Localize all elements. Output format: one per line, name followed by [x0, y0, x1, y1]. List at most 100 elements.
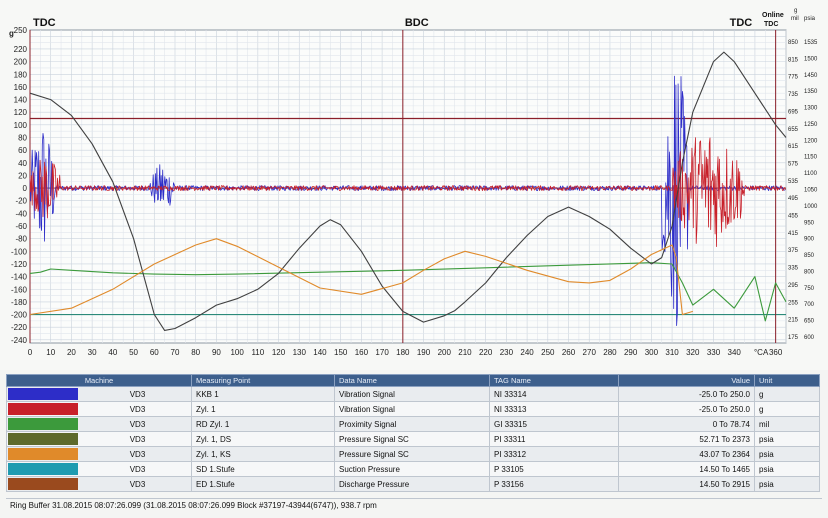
- right-axis-tick-label: 415: [788, 231, 799, 237]
- unit-cell: mil: [754, 416, 820, 432]
- x-tick-label: 330: [707, 348, 721, 357]
- right-axis-tick-label: 600: [804, 335, 815, 341]
- x-tick-label: 180: [396, 348, 410, 357]
- machine-cell: VD3: [6, 386, 192, 402]
- tag-name-cell: NI 33314: [489, 386, 619, 402]
- y-tick-label: 180: [14, 70, 28, 79]
- x-tick-label: 290: [624, 348, 638, 357]
- x-tick-label: 340: [728, 348, 742, 357]
- legend-row[interactable]: VD3 Zyl. 1, KS Pressure Signal SC PI 33312 4…: [6, 446, 820, 462]
- right-axis-tick-label: 1250: [804, 122, 818, 128]
- right-axis-tick-label: 850: [804, 253, 815, 259]
- legend-row[interactable]: VD3 Zyl. 1, DS Pressure Signal SC PI 33311 5…: [6, 431, 820, 447]
- right-axis-tick-label: 1000: [804, 204, 818, 210]
- y-tick-label: 0: [23, 184, 28, 193]
- machine-label: VD3: [129, 464, 146, 474]
- machine-cell: VD3: [6, 431, 192, 447]
- x-tick-label: 240: [520, 348, 534, 357]
- tag-name-cell: GI 33315: [489, 416, 619, 432]
- x-tick-label: 220: [479, 348, 493, 357]
- right-axis-tick-label: 1200: [804, 138, 818, 144]
- online-tdc-label: TDC: [764, 21, 778, 28]
- marker-label: TDC: [33, 17, 56, 29]
- y-tick-label: 140: [14, 96, 28, 105]
- y-tick-label: -220: [11, 323, 28, 332]
- y-tick-label: 80: [18, 133, 27, 142]
- right-axis-tick-label: 700: [804, 302, 815, 308]
- right-axis-tick-label: 695: [788, 109, 799, 115]
- series-line: [29, 137, 786, 248]
- right-axis-tick-label: 1100: [804, 171, 818, 177]
- right-axis-tick-label: 615: [788, 144, 799, 150]
- marker-label: BDC: [405, 17, 429, 29]
- right-axis-unit-mil: mil: [791, 16, 799, 22]
- y-tick-label: 20: [18, 171, 27, 180]
- measuring-point-cell: RD Zyl. 1: [191, 416, 335, 432]
- y-tick-label: 220: [14, 45, 28, 54]
- x-tick-label: 0: [28, 348, 33, 357]
- unit-cell: psia: [754, 446, 820, 462]
- x-tick-label: 90: [212, 348, 221, 357]
- y-tick-label: 40: [18, 159, 27, 168]
- x-tick-label: 230: [500, 348, 514, 357]
- x-tick-label: 140: [313, 348, 327, 357]
- y-tick-label: 160: [14, 83, 28, 92]
- x-tick-label: 20: [67, 348, 76, 357]
- machine-label: VD3: [129, 449, 146, 459]
- col-header-unit: Unit: [754, 374, 820, 387]
- series-line: [29, 75, 786, 327]
- right-axis-unit-psia: psia: [804, 16, 816, 22]
- y-tick-label: -200: [11, 311, 28, 320]
- right-axis-tick-label: 1450: [804, 73, 818, 79]
- right-axis-tick-label: 535: [788, 179, 799, 185]
- x-tick-label: 10: [46, 348, 55, 357]
- right-axis-tick-label: 1050: [804, 188, 818, 194]
- x-tick-label: 150: [334, 348, 348, 357]
- series-line: [29, 238, 693, 316]
- right-axis-tick-label: 495: [788, 196, 799, 202]
- unit-cell: psia: [754, 431, 820, 447]
- value-cell: 14.50 To 2915: [618, 476, 755, 492]
- marker-label-bg: [727, 15, 758, 29]
- data-name-cell: Proximity Signal: [334, 416, 490, 432]
- right-axis-tick-label: 850: [788, 40, 799, 46]
- legend-row[interactable]: VD3 ED 1.Stufe Discharge Pressure P 33156 14…: [6, 476, 820, 492]
- value-cell: 52.71 To 2373: [618, 431, 755, 447]
- right-axis-tick-label: 750: [804, 286, 815, 292]
- data-name-cell: Vibration Signal: [334, 386, 490, 402]
- x-tick-label: 260: [562, 348, 576, 357]
- legend-row[interactable]: VD3 RD Zyl. 1 Proximity Signal GI 33315 0 To…: [6, 416, 820, 432]
- y-tick-label: 200: [14, 58, 28, 67]
- x-tick-label: 250: [541, 348, 555, 357]
- series-color-swatch: [8, 418, 78, 430]
- right-axis-tick-label: 1300: [804, 106, 818, 112]
- right-axis-tick-label: 775: [788, 75, 799, 81]
- unit-cell: g: [754, 386, 820, 402]
- right-axis-unit-g: g: [794, 8, 797, 14]
- data-name-cell: Discharge Pressure: [334, 476, 490, 492]
- x-tick-label: 210: [458, 348, 472, 357]
- online-label: Online: [762, 12, 784, 19]
- legend-row[interactable]: VD3 Zyl. 1 Vibration Signal NI 33313 -25.0 T…: [6, 401, 820, 417]
- x-tick-label: 190: [417, 348, 431, 357]
- right-axis-tick-label: 1535: [804, 40, 818, 46]
- right-axis-tick-label: 215: [788, 318, 799, 324]
- legend-row[interactable]: VD3 KKB 1 Vibration Signal NI 33314 -25.0 To…: [6, 386, 820, 402]
- y-tick-label: 60: [18, 146, 27, 155]
- right-axis-tick-label: 295: [788, 283, 799, 289]
- machine-label: VD3: [129, 404, 146, 414]
- y-tick-label: -240: [11, 336, 28, 345]
- legend-row[interactable]: VD3 SD 1.Stufe Suction Pressure P 33105 14.5…: [6, 461, 820, 477]
- x-axis-label: °CA: [754, 348, 769, 357]
- col-header-machine: Machine: [6, 374, 192, 387]
- unit-cell: psia: [754, 476, 820, 492]
- series-color-swatch: [8, 448, 78, 460]
- y-tick-label: -40: [15, 209, 27, 218]
- chart-svg: 250220200180160140120100806040200-20-40-…: [9, 8, 818, 357]
- right-axis-tick-label: 800: [804, 269, 815, 275]
- col-header-tag-name: TAG Name: [489, 374, 619, 387]
- x-tick-label: 110: [251, 348, 264, 357]
- measuring-point-cell: Zyl. 1, KS: [191, 446, 335, 462]
- machine-cell: VD3: [6, 446, 192, 462]
- crank-angle-chart: 250 220 200 180 160 140 120 100 80 60 40 20 0 -20 -40-…: [9, 8, 819, 357]
